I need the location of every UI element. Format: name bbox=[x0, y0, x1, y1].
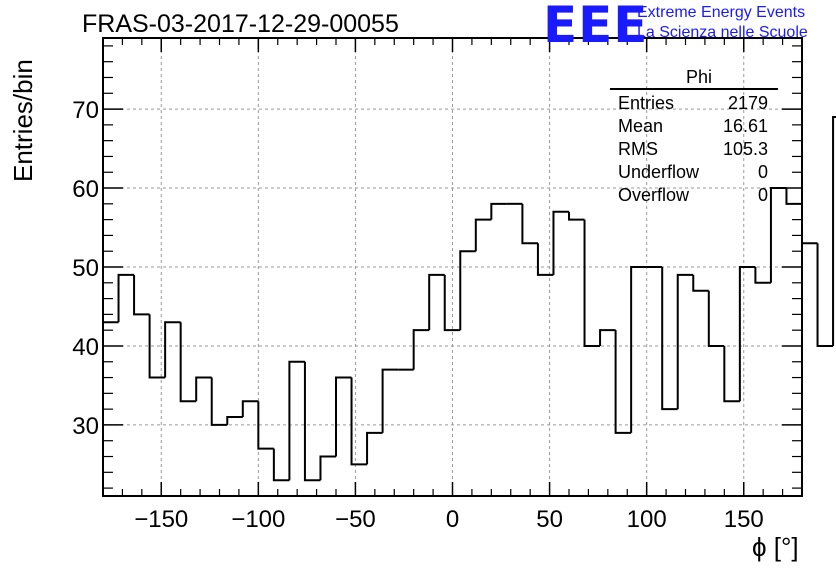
x-axis-label: ϕ [°] bbox=[752, 532, 799, 562]
histogram-bin bbox=[335, 376, 352, 457]
tick-labels: −150 −100 −50 0 50 100 150 30 40 50 60 70 bbox=[72, 97, 763, 533]
histogram-bin bbox=[381, 368, 399, 433]
histogram-bin bbox=[521, 203, 538, 245]
histogram-bin bbox=[816, 243, 834, 347]
histogram-bin bbox=[366, 431, 383, 465]
histogram-bin bbox=[832, 115, 836, 346]
histogram-bin bbox=[288, 360, 305, 481]
stats-value: 2179 bbox=[727, 93, 768, 113]
stats-label: Mean bbox=[618, 116, 664, 136]
stats-row-overflow: Overflow 0 bbox=[610, 184, 778, 207]
logo-subtitle-line2: La Scienza nelle Scuole bbox=[637, 24, 808, 41]
histogram-bin bbox=[769, 187, 787, 283]
histogram-bin bbox=[536, 243, 554, 276]
y-tick-label: 40 bbox=[72, 334, 99, 361]
stats-divider bbox=[610, 88, 778, 90]
histogram-bin bbox=[148, 314, 166, 379]
x-tick-label: 150 bbox=[724, 506, 764, 533]
histogram-bin bbox=[179, 322, 197, 403]
histogram-bin bbox=[412, 329, 430, 370]
histogram-bin bbox=[319, 455, 336, 481]
histogram-bin bbox=[226, 416, 243, 425]
stats-label: RMS bbox=[618, 139, 658, 159]
y-tick-label: 60 bbox=[72, 176, 99, 203]
histogram-bin bbox=[272, 448, 290, 482]
histogram-bin bbox=[723, 345, 740, 403]
histogram-bin bbox=[801, 203, 818, 245]
histogram-bin bbox=[661, 267, 678, 411]
stats-label: Underflow bbox=[618, 162, 700, 182]
stats-value: 0 bbox=[757, 185, 768, 205]
stats-row-entries: Entries 2179 bbox=[610, 92, 778, 115]
plot-title: FRAS-03-2017-12-29-00055 bbox=[82, 10, 399, 38]
histogram-bin bbox=[257, 401, 274, 450]
histogram-bin bbox=[428, 273, 445, 331]
histogram-bin bbox=[614, 330, 632, 434]
x-tick-label: 100 bbox=[627, 506, 667, 533]
histogram-bin bbox=[490, 202, 507, 220]
x-tick-label: −50 bbox=[335, 506, 376, 533]
histogram-bin bbox=[583, 219, 601, 347]
y-tick-label: 50 bbox=[72, 255, 99, 282]
histogram-bin bbox=[350, 377, 368, 466]
histogram-bin bbox=[552, 210, 569, 275]
histogram-bin bbox=[754, 267, 771, 284]
histogram-bin bbox=[210, 377, 228, 426]
axis-ticks bbox=[102, 38, 803, 496]
stats-row-rms: RMS 105.3 bbox=[610, 138, 778, 161]
stats-title: Phi bbox=[685, 67, 712, 87]
histogram-bin bbox=[241, 400, 259, 418]
histogram-bin bbox=[568, 211, 585, 221]
histogram-bin bbox=[630, 266, 647, 433]
x-tick-label: −100 bbox=[231, 506, 285, 533]
histogram-bin bbox=[117, 273, 135, 323]
stats-value: 16.61 bbox=[722, 116, 768, 136]
histogram-bin bbox=[707, 290, 725, 347]
histogram-bin bbox=[443, 274, 461, 332]
stats-value: 0 bbox=[757, 162, 768, 182]
histogram-bin bbox=[676, 273, 694, 410]
histogram-bin bbox=[785, 188, 802, 205]
logo-subtitle-line1: Extreme Energy Events bbox=[637, 4, 806, 21]
y-tick-label: 70 bbox=[72, 97, 99, 124]
histogram-bin bbox=[303, 361, 321, 482]
stats-label: Overflow bbox=[618, 185, 690, 205]
stats-row-mean: Mean 16.61 bbox=[610, 115, 778, 138]
histogram-bin bbox=[459, 250, 476, 331]
eee-logo: EEE bbox=[543, 0, 649, 54]
histogram-series bbox=[102, 115, 836, 496]
histogram-bin bbox=[474, 218, 492, 252]
y-tick-label: 30 bbox=[72, 413, 99, 440]
x-tick-label: 0 bbox=[446, 506, 459, 533]
stats-value: 105.3 bbox=[722, 139, 768, 159]
y-axis-label: Entries/bin bbox=[8, 59, 38, 182]
histogram-bin bbox=[133, 274, 150, 316]
histogram-bin bbox=[195, 376, 212, 402]
x-tick-label: −150 bbox=[134, 506, 188, 533]
histogram-bin bbox=[599, 329, 616, 346]
stats-label: Entries bbox=[618, 93, 675, 113]
stats-row-underflow: Underflow 0 bbox=[610, 161, 778, 184]
x-tick-label: 50 bbox=[536, 506, 563, 533]
histogram-bin bbox=[164, 321, 181, 378]
histogram-bin bbox=[692, 274, 709, 292]
histogram-bin bbox=[738, 266, 756, 402]
stats-box: Phi Entries 2179 Mean 16.61 RMS 105.3 Un… bbox=[610, 66, 778, 207]
